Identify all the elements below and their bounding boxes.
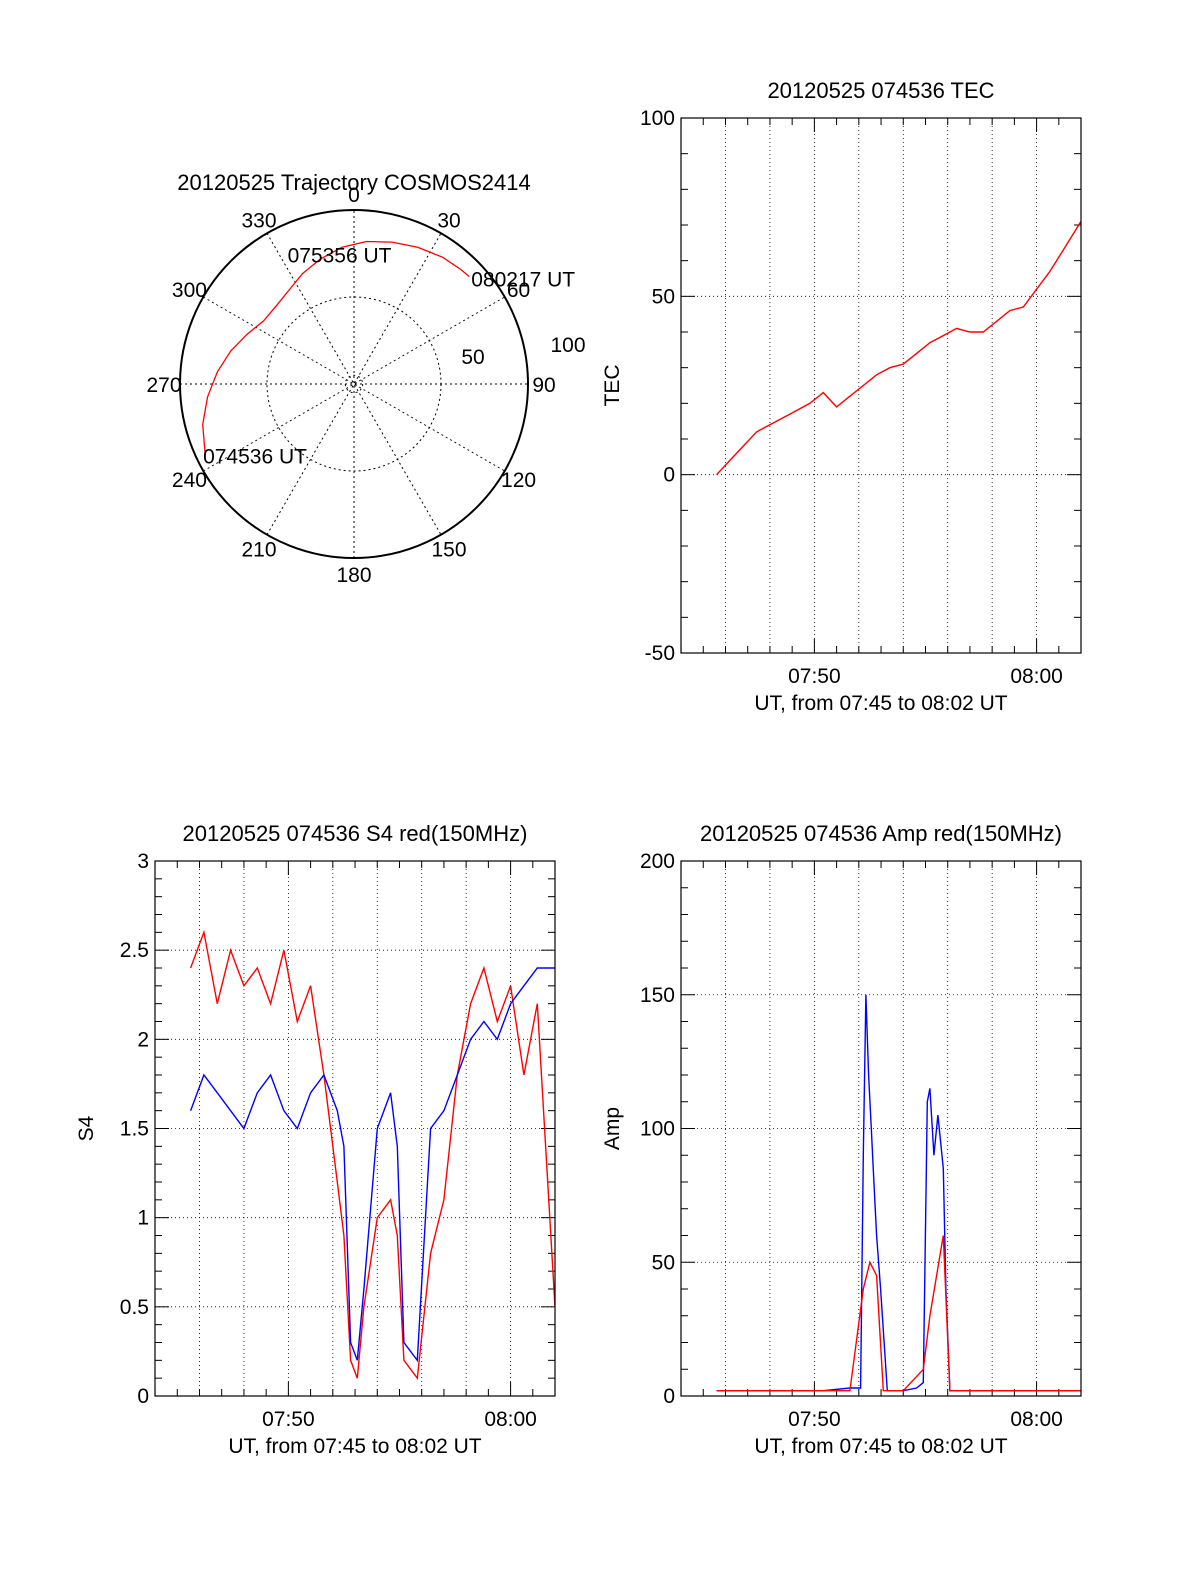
polar-radial-label: 100 — [550, 334, 585, 357]
polar-azimuth-label: 210 — [241, 539, 276, 562]
amp-ylabel: Amp — [601, 1107, 624, 1150]
s4-ytick-label: 0 — [137, 1385, 149, 1408]
tec-series-line — [716, 221, 1081, 476]
s4-ytick-label: 0.5 — [120, 1296, 149, 1319]
s4-ytick-label: 3 — [137, 850, 149, 873]
tec-ytick-label: 100 — [640, 107, 675, 130]
polar-spoke-30 — [266, 233, 442, 535]
s4-ylabel: S4 — [75, 1115, 98, 1141]
polar-grid-ring-1 — [344, 374, 364, 394]
s4-xlabel: UT, from 07:45 to 08:02 UT — [228, 1435, 481, 1458]
tec-xtick-label: 08:00 — [1010, 665, 1063, 688]
polar-azimuth-label: 30 — [437, 209, 460, 232]
amp-ytick-label: 50 — [652, 1251, 675, 1274]
polar-azimuth-label: 270 — [146, 374, 181, 397]
s4-ytick-label: 1.5 — [120, 1118, 149, 1141]
polar-spoke-120 — [203, 296, 505, 472]
polar-azimuth-label: 150 — [431, 539, 466, 562]
s4-ytick-label: 1 — [137, 1207, 149, 1230]
amp-ytick-label: 0 — [663, 1385, 675, 1408]
amp-series-line — [716, 994, 1081, 1392]
amp-xlabel: UT, from 07:45 to 08:02 UT — [754, 1435, 1007, 1458]
s4-ytick-label: 2.5 — [120, 939, 149, 962]
polar-azimuth-label: 0 — [348, 184, 360, 207]
amp-ytick-label: 150 — [640, 984, 675, 1007]
tec-xlabel: UT, from 07:45 to 08:02 UT — [754, 692, 1007, 715]
s4-series-line — [189, 967, 555, 1363]
s4-frame — [154, 860, 556, 1397]
amp-title: 20120525 074536 Amp red(150MHz) — [700, 821, 1062, 846]
tec-ytick-label: 0 — [663, 464, 675, 487]
tec-xtick-label: 07:50 — [788, 665, 841, 688]
s4-xtick-label: 07:50 — [262, 1408, 315, 1431]
polar-title: 20120525 Trajectory COSMOS2414 — [177, 170, 530, 195]
amp-xtick-label: 07:50 — [788, 1408, 841, 1431]
amp-ytick-label: 100 — [640, 1118, 675, 1141]
tec-frame — [680, 117, 1082, 654]
polar-azimuth-label: 240 — [172, 469, 207, 492]
amp-chart: 20120525 074536 Amp red(150MHz) 07:50 08:0… — [601, 821, 1082, 1458]
tec-chart: 20120525 074536 TEC 07:50 08:00 100 50 0 -50 UT… — [601, 78, 1082, 715]
amp-plot-area — [716, 994, 1081, 1392]
s4-series-line — [189, 929, 555, 1381]
polar-spoke-150 — [266, 233, 442, 535]
polar-time-annotation: 080217 UT — [471, 269, 575, 292]
polar-azimuth-label: 90 — [532, 374, 555, 397]
polar-azimuth-label: 60 — [507, 279, 530, 302]
tec-title: 20120525 074536 TEC — [767, 78, 994, 103]
polar-azimuth-label: 300 — [172, 279, 207, 302]
polar-trajectory-line — [202, 240, 470, 454]
tec-ylabel: TEC — [601, 365, 624, 407]
polar-azimuth-label: 180 — [336, 564, 371, 587]
tec-ytick-label: -50 — [645, 642, 675, 665]
polar-spoke-60 — [203, 296, 505, 472]
s4-ytick-label: 2 — [137, 1028, 149, 1051]
polar-time-annotation: 075356 UT — [288, 245, 392, 268]
amp-frame — [680, 860, 1082, 1397]
polar-azimuth-label: 330 — [241, 209, 276, 232]
s4-plot-area — [189, 929, 555, 1381]
amp-xtick-label: 08:00 — [1010, 1408, 1063, 1431]
s4-chart: 20120525 074536 S4 red(150MHz) 07:50 08:00… — [75, 821, 556, 1458]
s4-title: 20120525 074536 S4 red(150MHz) — [183, 821, 528, 846]
tec-plot-area — [716, 221, 1081, 476]
amp-ytick-label: 200 — [640, 850, 675, 873]
polar-azimuth-label: 120 — [501, 469, 536, 492]
s4-xtick-label: 08:00 — [484, 1408, 537, 1431]
polar-radial-label: 50 — [461, 346, 484, 369]
amp-series-line — [716, 1235, 1081, 1392]
polar-time-annotation: 074536 UT — [203, 445, 307, 468]
tec-ytick-label: 50 — [652, 285, 675, 308]
